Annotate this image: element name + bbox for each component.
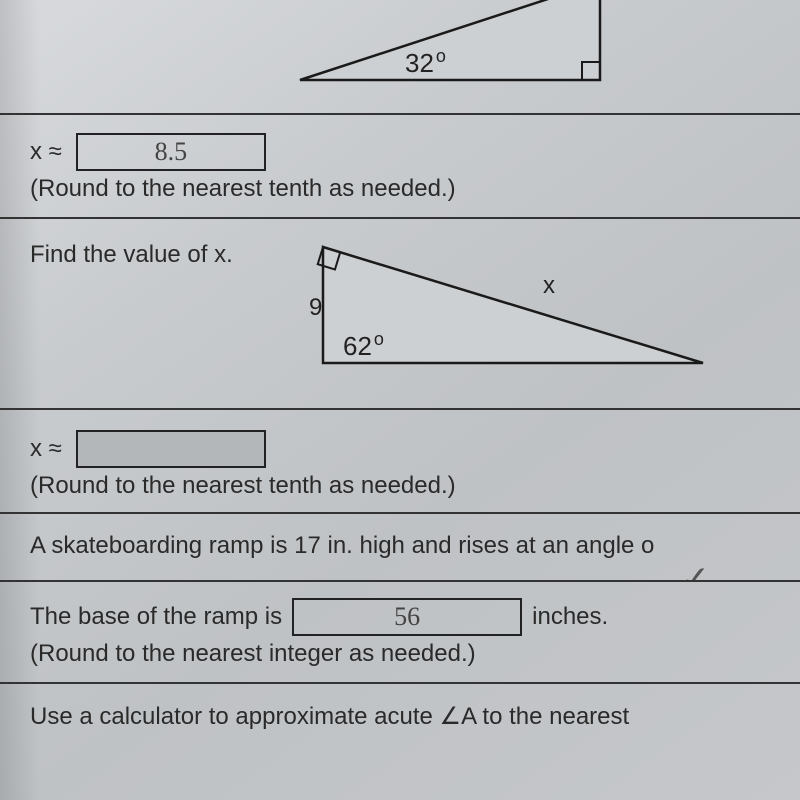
answer-2-box[interactable]: [76, 430, 266, 468]
answer-2-note: (Round to the nearest tenth as needed.): [30, 472, 770, 500]
ramp-line2a: The base of the ramp is: [30, 603, 282, 631]
last-question-row: Use a calculator to approximate acute ∠A…: [0, 684, 800, 741]
answer-1-prefix: x ≈: [30, 138, 62, 166]
triangle-2: 9 x 62o: [283, 233, 723, 393]
last-text: Use a calculator to approximate acute ∠A…: [30, 703, 629, 730]
problem-1-figure-row: 32o: [0, 0, 800, 115]
ramp-answer-row: The base of the ramp is 56 inches. (Roun…: [0, 582, 800, 684]
ramp-note: (Round to the nearest integer as needed.…: [30, 640, 770, 668]
check-mark: ✓: [680, 558, 710, 582]
problem-2-prompt: Find the value of x.: [30, 233, 233, 269]
tri2-angle: 62: [343, 331, 372, 361]
answer-2-row: x ≈ (Round to the nearest tenth as neede…: [0, 410, 800, 514]
ramp-text: A skateboarding ramp is 17 in. high and …: [30, 532, 654, 559]
answer-1-row: x ≈ 8.5 (Round to the nearest tenth as n…: [0, 115, 800, 219]
answer-1-box[interactable]: 8.5: [76, 133, 266, 171]
triangle-1: 32o: [280, 0, 650, 95]
ramp-line2b: inches.: [532, 603, 608, 631]
answer-1-note: (Round to the nearest tenth as needed.): [30, 175, 770, 203]
tri1-deg: o: [436, 46, 446, 66]
tri1-angle: 32: [405, 48, 434, 78]
answer-2-prefix: x ≈: [30, 435, 62, 463]
ramp-question-row: A skateboarding ramp is 17 in. high and …: [0, 514, 800, 582]
problem-2-row: Find the value of x. 9 x 62o: [0, 219, 800, 410]
ramp-box[interactable]: 56: [292, 598, 522, 636]
tri2-left-label: 9: [309, 294, 322, 321]
tri2-hyp-label: x: [543, 272, 555, 299]
tri2-deg: o: [374, 329, 384, 349]
